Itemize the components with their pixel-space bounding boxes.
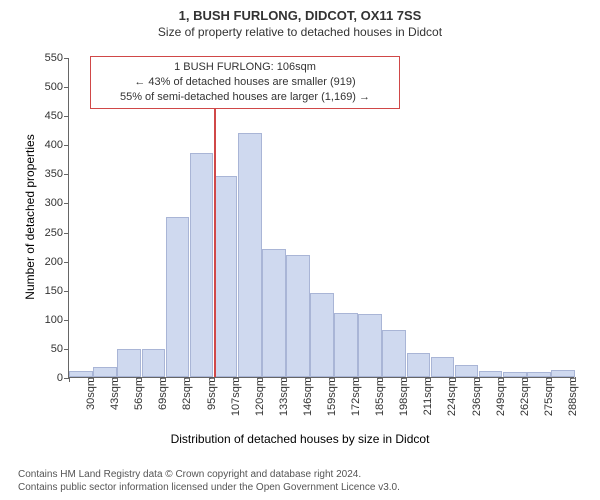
x-tick-label: 262sqm xyxy=(519,377,531,416)
x-tick-label: 69sqm xyxy=(157,377,169,410)
y-tick-mark xyxy=(64,262,69,263)
histogram-bar xyxy=(262,249,286,377)
x-tick-label: 159sqm xyxy=(326,377,338,416)
histogram-bar xyxy=(238,133,262,377)
x-tick-mark xyxy=(527,377,528,382)
y-tick-mark xyxy=(64,145,69,146)
x-tick-label: 146sqm xyxy=(302,377,314,416)
y-tick-mark xyxy=(64,349,69,350)
x-tick-label: 172sqm xyxy=(350,377,362,416)
x-tick-mark xyxy=(334,377,335,382)
x-tick-mark xyxy=(503,377,504,382)
x-tick-label: 43sqm xyxy=(109,377,121,410)
x-tick-mark xyxy=(69,377,70,382)
footer-line: Contains HM Land Registry data © Crown c… xyxy=(18,468,400,481)
x-tick-label: 120sqm xyxy=(254,377,266,416)
chart-title-sub: Size of property relative to detached ho… xyxy=(0,23,600,39)
x-tick-mark xyxy=(479,377,480,382)
y-axis-label: Number of detached properties xyxy=(23,67,37,367)
histogram-bar xyxy=(551,370,575,377)
callout-line: 1 BUSH FURLONG: 106sqm xyxy=(97,60,393,75)
histogram-bar xyxy=(142,349,166,377)
y-tick-mark xyxy=(64,87,69,88)
x-tick-mark xyxy=(406,377,407,382)
x-tick-mark xyxy=(262,377,263,382)
callout-line: 55% of semi-detached houses are larger (… xyxy=(97,90,393,105)
x-tick-mark xyxy=(382,377,383,382)
y-tick-mark xyxy=(64,58,69,59)
x-tick-label: 236sqm xyxy=(471,377,483,416)
x-tick-label: 198sqm xyxy=(398,377,410,416)
x-tick-mark xyxy=(93,377,94,382)
x-tick-mark xyxy=(575,377,576,382)
x-tick-mark xyxy=(238,377,239,382)
x-tick-label: 211sqm xyxy=(422,377,434,415)
histogram-bar xyxy=(93,367,117,377)
callout-box: 1 BUSH FURLONG: 106sqm← 43% of detached … xyxy=(90,56,400,109)
x-tick-label: 95sqm xyxy=(206,377,218,410)
x-tick-mark xyxy=(430,377,431,382)
y-tick-mark xyxy=(64,320,69,321)
x-tick-mark xyxy=(286,377,287,382)
histogram-bar xyxy=(190,153,214,377)
histogram-bar xyxy=(117,349,141,377)
x-tick-label: 30sqm xyxy=(85,377,97,410)
chart-title-main: 1, BUSH FURLONG, DIDCOT, OX11 7SS xyxy=(0,0,600,23)
x-tick-label: 56sqm xyxy=(133,377,145,410)
x-tick-mark xyxy=(358,377,359,382)
histogram-bar xyxy=(166,217,190,377)
x-tick-label: 107sqm xyxy=(230,377,242,416)
x-tick-label: 288sqm xyxy=(567,377,579,416)
x-tick-mark xyxy=(310,377,311,382)
x-tick-label: 249sqm xyxy=(495,377,507,416)
histogram-bar xyxy=(286,255,310,377)
histogram-bar xyxy=(358,314,382,377)
histogram-bar xyxy=(407,353,431,377)
y-tick-mark xyxy=(64,174,69,175)
y-tick-mark xyxy=(64,291,69,292)
y-tick-mark xyxy=(64,203,69,204)
x-axis-label: Distribution of detached houses by size … xyxy=(0,432,600,446)
y-tick-mark xyxy=(64,233,69,234)
histogram-bar xyxy=(455,365,479,377)
x-tick-mark xyxy=(551,377,552,382)
x-tick-label: 275sqm xyxy=(543,377,555,416)
x-tick-mark xyxy=(141,377,142,382)
x-tick-label: 133sqm xyxy=(278,377,290,416)
x-tick-label: 82sqm xyxy=(181,377,193,410)
histogram-bar xyxy=(431,357,455,377)
histogram-bar xyxy=(382,330,406,377)
footer-text: Contains HM Land Registry data © Crown c… xyxy=(18,468,400,494)
x-tick-mark xyxy=(189,377,190,382)
callout-line: ← 43% of detached houses are smaller (91… xyxy=(97,75,393,90)
histogram-bar xyxy=(310,293,334,377)
x-tick-label: 185sqm xyxy=(374,377,386,416)
x-tick-mark xyxy=(117,377,118,382)
y-tick-mark xyxy=(64,116,69,117)
x-tick-label: 224sqm xyxy=(446,377,458,416)
footer-line: Contains public sector information licen… xyxy=(18,481,400,494)
x-tick-mark xyxy=(214,377,215,382)
histogram-bar xyxy=(334,313,358,377)
x-tick-mark xyxy=(165,377,166,382)
x-tick-mark xyxy=(455,377,456,382)
histogram-bar xyxy=(214,176,238,377)
